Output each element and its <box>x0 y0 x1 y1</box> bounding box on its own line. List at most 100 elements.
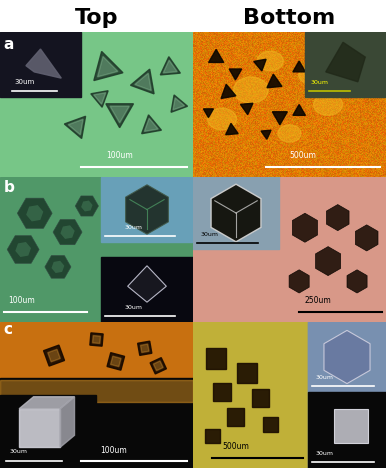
Polygon shape <box>17 198 52 228</box>
Polygon shape <box>226 124 238 135</box>
Polygon shape <box>327 205 349 231</box>
Polygon shape <box>94 93 106 104</box>
Polygon shape <box>128 266 166 302</box>
Polygon shape <box>173 98 185 110</box>
Polygon shape <box>130 69 154 94</box>
Polygon shape <box>126 185 168 234</box>
Polygon shape <box>221 84 236 98</box>
Bar <box>107 353 125 370</box>
Bar <box>193 177 279 249</box>
Polygon shape <box>60 225 75 239</box>
Text: a: a <box>4 37 14 52</box>
Polygon shape <box>334 409 368 443</box>
Polygon shape <box>293 61 305 72</box>
Polygon shape <box>326 42 365 82</box>
Polygon shape <box>209 50 224 62</box>
Polygon shape <box>81 201 92 212</box>
Polygon shape <box>272 112 288 125</box>
Polygon shape <box>68 119 83 135</box>
Text: 30um: 30um <box>201 232 219 237</box>
Text: 30um: 30um <box>124 305 142 310</box>
Bar <box>206 348 226 369</box>
Polygon shape <box>315 247 341 276</box>
Text: 30um: 30um <box>10 449 27 454</box>
Polygon shape <box>142 115 161 134</box>
Ellipse shape <box>299 68 319 83</box>
Ellipse shape <box>233 77 268 103</box>
Text: Top: Top <box>75 7 118 28</box>
Polygon shape <box>60 397 75 447</box>
Polygon shape <box>144 118 158 132</box>
Bar <box>305 32 386 97</box>
Bar <box>0 380 193 402</box>
Text: 30um: 30um <box>316 451 334 456</box>
Polygon shape <box>64 116 86 139</box>
Bar <box>213 383 231 401</box>
Polygon shape <box>26 205 43 221</box>
Ellipse shape <box>207 108 236 130</box>
Bar <box>193 322 308 468</box>
Text: 100um: 100um <box>106 151 133 160</box>
Bar <box>44 345 65 366</box>
Polygon shape <box>110 106 129 123</box>
Polygon shape <box>171 95 188 112</box>
Bar <box>308 322 386 392</box>
Bar <box>237 363 257 383</box>
Polygon shape <box>45 256 71 278</box>
Bar <box>252 389 269 407</box>
Bar <box>308 392 386 468</box>
Bar <box>101 257 193 322</box>
Polygon shape <box>293 213 317 242</box>
Polygon shape <box>53 219 82 245</box>
Ellipse shape <box>313 94 342 116</box>
Text: 30um: 30um <box>316 375 334 380</box>
Bar <box>140 344 149 352</box>
Polygon shape <box>254 59 266 71</box>
Polygon shape <box>289 270 309 293</box>
Polygon shape <box>91 91 108 107</box>
Polygon shape <box>314 87 324 96</box>
Polygon shape <box>51 261 64 273</box>
Bar <box>227 408 244 426</box>
Ellipse shape <box>257 51 283 71</box>
Polygon shape <box>261 130 271 139</box>
Text: 30um: 30um <box>124 225 142 230</box>
Text: 100um: 100um <box>100 446 127 455</box>
Polygon shape <box>163 60 177 73</box>
Text: Bottom: Bottom <box>243 7 336 28</box>
Text: 500um: 500um <box>222 442 249 451</box>
Text: b: b <box>4 180 15 195</box>
Polygon shape <box>267 74 282 88</box>
Text: 30um: 30um <box>15 79 35 85</box>
Bar <box>153 361 163 371</box>
Polygon shape <box>7 236 39 263</box>
Polygon shape <box>75 196 98 216</box>
Text: 250um: 250um <box>305 296 332 305</box>
Polygon shape <box>355 225 378 251</box>
Bar <box>308 322 386 468</box>
Ellipse shape <box>278 125 301 142</box>
Text: 500um: 500um <box>289 151 317 160</box>
Bar <box>101 177 193 242</box>
Text: 30um: 30um <box>311 80 329 85</box>
Text: 100um: 100um <box>8 296 34 305</box>
Bar <box>0 395 96 468</box>
Polygon shape <box>160 57 180 75</box>
Bar <box>19 409 60 447</box>
Bar <box>0 378 193 468</box>
Polygon shape <box>204 109 214 117</box>
Polygon shape <box>26 49 61 78</box>
Bar <box>263 417 277 431</box>
Text: c: c <box>4 322 13 336</box>
Bar <box>92 336 101 344</box>
Bar <box>205 429 219 443</box>
Bar <box>150 358 166 374</box>
Bar <box>0 322 193 378</box>
Polygon shape <box>106 104 134 128</box>
Polygon shape <box>98 57 118 77</box>
Bar <box>48 349 60 362</box>
Polygon shape <box>211 184 261 242</box>
Bar <box>138 341 152 355</box>
Bar <box>90 333 103 346</box>
Polygon shape <box>324 330 370 384</box>
